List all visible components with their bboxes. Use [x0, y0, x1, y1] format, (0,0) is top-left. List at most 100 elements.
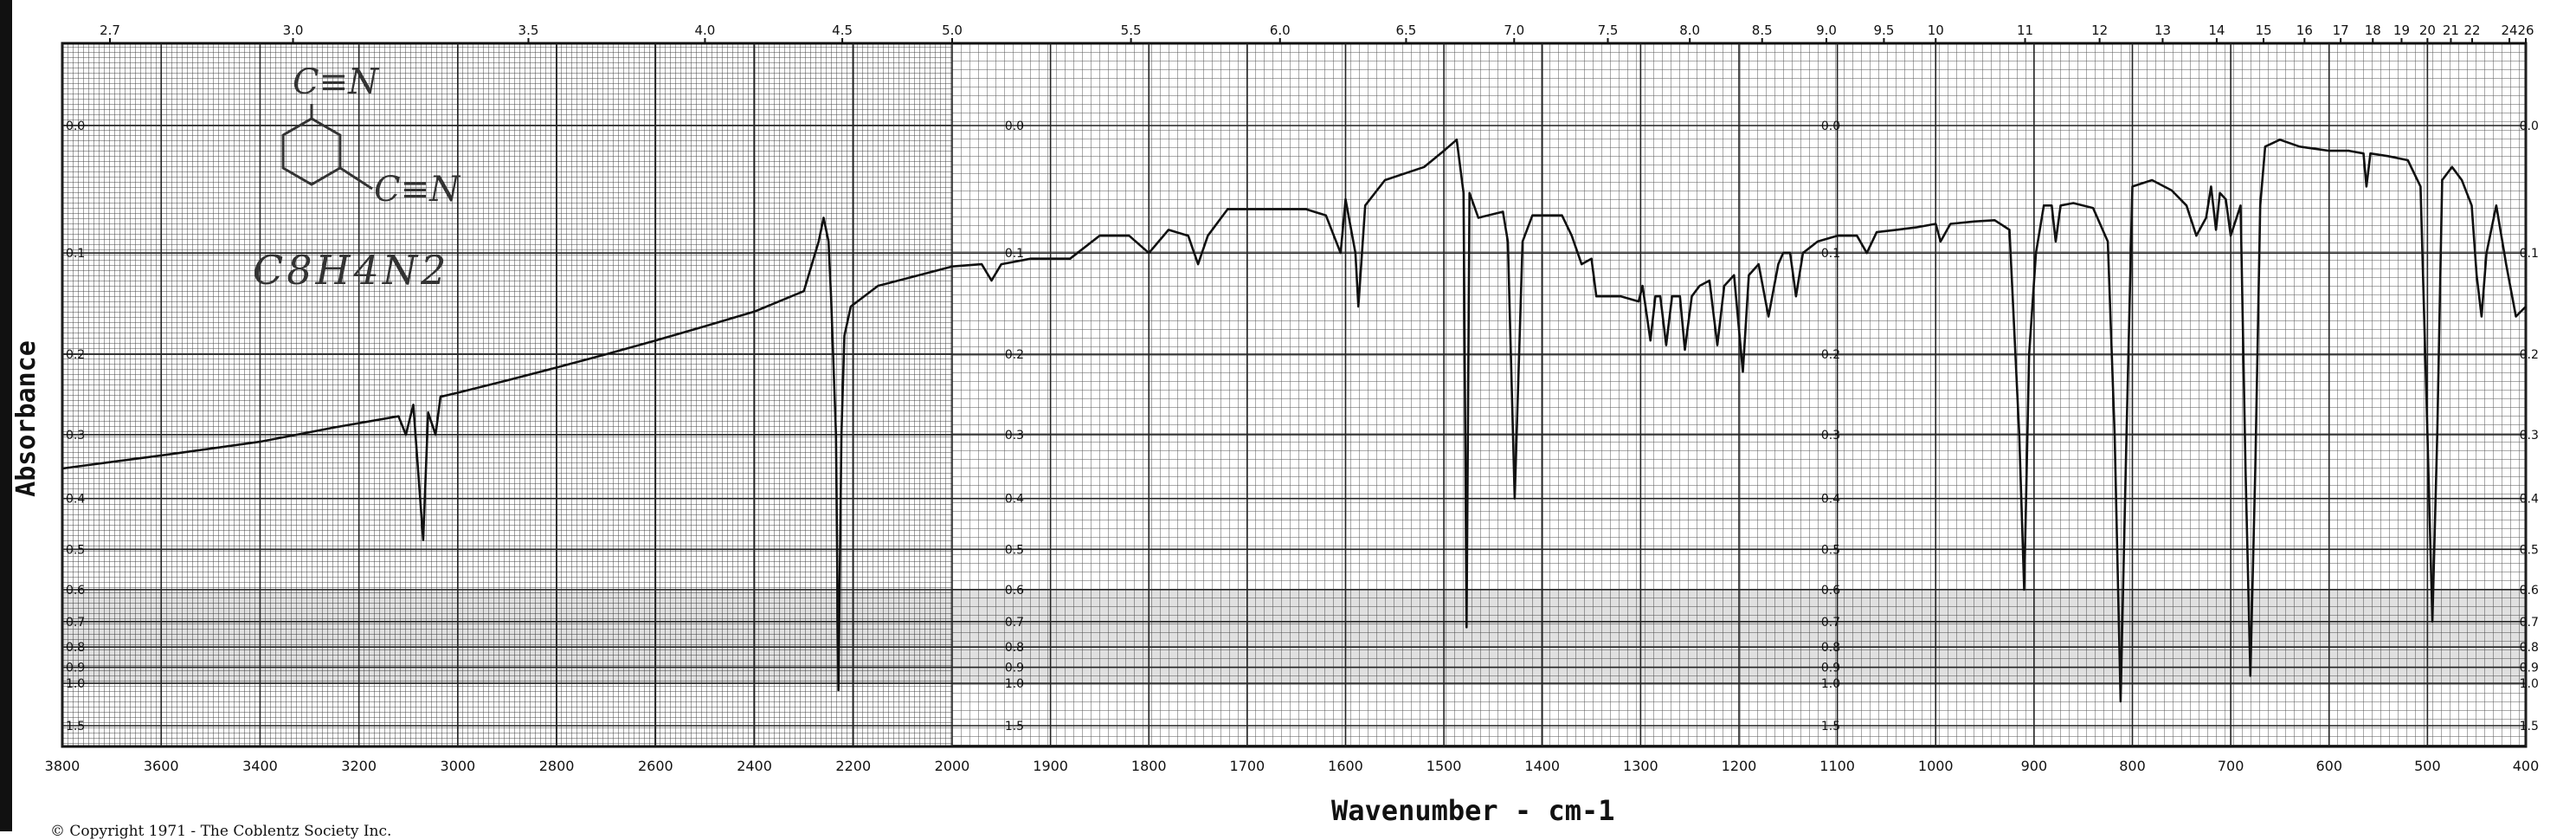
y-tick-label: 0.5 — [1005, 543, 1024, 557]
x-tick-label: 2800 — [539, 758, 575, 774]
x-tick-label: 1200 — [1722, 758, 1757, 774]
y-tick-label: 1.5 — [66, 720, 85, 733]
top-tick-label: 4.5 — [832, 23, 853, 38]
y-tick-label: 0.6 — [1821, 584, 1840, 598]
x-tick-label: 1500 — [1426, 758, 1462, 774]
y-tick-label: 0.7 — [66, 616, 85, 630]
y-tick-label: 0.2 — [1821, 348, 1840, 362]
y-tick-label: 0.4 — [1821, 493, 1840, 507]
y-tick-label: 0.1 — [1005, 247, 1024, 261]
y-tick-label: 0.4 — [1005, 493, 1024, 507]
y-tick-label: 0.2 — [2520, 348, 2539, 362]
y-tick-label: 0.5 — [1821, 543, 1840, 557]
y-tick-label: 0.3 — [2520, 429, 2539, 443]
top-tick-label: 9.5 — [1874, 23, 1895, 38]
y-tick-label: 0.2 — [1005, 348, 1024, 362]
top-tick-label: 15 — [2255, 23, 2271, 38]
left-border-bar — [0, 0, 12, 831]
y-tick-label: 0.1 — [1821, 247, 1840, 261]
y-tick-label: 0.0 — [2520, 120, 2539, 133]
y-tick-label: 1.5 — [1821, 720, 1840, 733]
y-tick-label: 0.3 — [1821, 429, 1840, 443]
x-tick-label: 700 — [2218, 758, 2244, 774]
x-tick-label: 3600 — [144, 758, 179, 774]
y-tick-label: 1.0 — [1005, 677, 1024, 691]
y-tick-label: 0.8 — [66, 641, 85, 655]
x-tick-label: 2400 — [737, 758, 772, 774]
top-tick-label: 3.5 — [518, 23, 539, 38]
x-tick-label: 3400 — [242, 758, 278, 774]
top-tick-label: 13 — [2154, 23, 2171, 38]
y-tick-label: 0.8 — [1005, 641, 1024, 655]
y-tick-label: 0.0 — [66, 120, 85, 133]
top-tick-label: 17 — [2333, 23, 2349, 38]
x-tick-label: 2600 — [638, 758, 673, 774]
top-tick-label: 19 — [2393, 23, 2410, 38]
x-tick-label: 3800 — [45, 758, 80, 774]
y-tick-label: 1.0 — [66, 677, 85, 691]
top-tick-label: 5.5 — [1121, 23, 1142, 38]
top-tick-label: 24 — [2502, 23, 2518, 38]
bottom-wavenumber-axis: 3800 3600 3400 3200 3000 2800 2600 2400 2200 2000… — [45, 758, 2540, 774]
x-tick-label: 2200 — [835, 758, 871, 774]
x-tick-label: 1300 — [1623, 758, 1658, 774]
top-tick-label: 7.5 — [1598, 23, 1619, 38]
x-tick-label: 3000 — [441, 758, 476, 774]
benzene-ring — [281, 117, 342, 186]
top-tick-label: 12 — [2091, 23, 2108, 38]
molecular-formula: C8H4N2 — [253, 247, 450, 294]
y-tick-label: 0.9 — [1821, 662, 1840, 675]
y-tick-label: 0.8 — [1821, 641, 1840, 655]
absorbance-axis-labels: 0.0 0.1 0.2 0.3 0.4 0.5 0.6 0.7 0.8 0.9 1.0 1.5 0.0 0… — [66, 120, 2539, 733]
top-tick-label: 7.0 — [1504, 23, 1524, 38]
y-tick-label: 0.1 — [2520, 247, 2539, 261]
y-tick-label: 1.5 — [2520, 720, 2539, 733]
top-tick-label: 8.0 — [1679, 23, 1700, 38]
y-tick-label: 0.6 — [2520, 584, 2539, 598]
x-tick-label: 1900 — [1033, 758, 1068, 774]
x-tick-label: 400 — [2513, 758, 2540, 774]
y-tick-label: 0.9 — [1005, 662, 1024, 675]
y-tick-label: 0.9 — [66, 662, 85, 675]
top-tick-label: 18 — [2365, 23, 2381, 38]
copyright-text: © Copyright 1971 - The Coblentz Society … — [50, 823, 392, 840]
y-tick-label: 0.7 — [1005, 616, 1024, 630]
top-tick-label: 2.7 — [100, 23, 120, 38]
x-tick-label: 900 — [2021, 758, 2048, 774]
y-tick-label: 0.1 — [66, 247, 85, 261]
top-tick-label: 8.5 — [1752, 23, 1773, 38]
y-tick-label: 0.7 — [2520, 616, 2539, 630]
x-tick-label: 1100 — [1819, 758, 1855, 774]
y-tick-label: 0.9 — [2520, 662, 2539, 675]
top-tick-label: 11 — [2017, 23, 2033, 38]
y-tick-label: 0.3 — [66, 429, 85, 443]
nitrile-group-label: C≡N — [293, 62, 380, 102]
top-tick-label: 9.0 — [1816, 23, 1837, 38]
top-tick-label: 3.0 — [283, 23, 304, 38]
molecular-structure-drawing: C≡N C≡N — [281, 62, 461, 210]
grid-dense-region — [62, 43, 952, 746]
top-tick-label: 22 — [2463, 23, 2480, 38]
y-tick-label: 0.3 — [1005, 429, 1024, 443]
spectrum-line — [61, 139, 2527, 703]
y-tick-label: 0.0 — [1005, 120, 1024, 133]
y-tick-label: 0.4 — [66, 493, 85, 507]
chart-grid — [61, 42, 2528, 748]
x-tick-label: 500 — [2414, 758, 2441, 774]
y-tick-label: 0.4 — [2520, 493, 2539, 507]
x-tick-label: 1000 — [1918, 758, 1954, 774]
top-tick-label: 5.0 — [942, 23, 963, 38]
x-tick-label: 1700 — [1230, 758, 1265, 774]
top-tick-label: 6.5 — [1395, 23, 1416, 38]
top-tick-label: 14 — [2208, 23, 2225, 38]
y-tick-label: 0.5 — [66, 543, 85, 557]
y-tick-label: 0.8 — [2520, 641, 2539, 655]
top-tick-label: 4.0 — [695, 23, 716, 38]
x-axis-label: Wavenumber - cm-1 — [1331, 794, 1615, 827]
y-tick-label: 0.5 — [2520, 543, 2539, 557]
y-tick-label: 1.0 — [1821, 677, 1840, 691]
top-wavelength-axis: 2.7 3.0 3.5 4.0 4.5 5.0 5.5 6.0 6.5 7.0 7.5 8.0 8.5 9… — [100, 23, 2534, 43]
y-tick-label: 0.7 — [1821, 616, 1840, 630]
x-tick-label: 1800 — [1131, 758, 1167, 774]
x-tick-label: 1400 — [1524, 758, 1560, 774]
